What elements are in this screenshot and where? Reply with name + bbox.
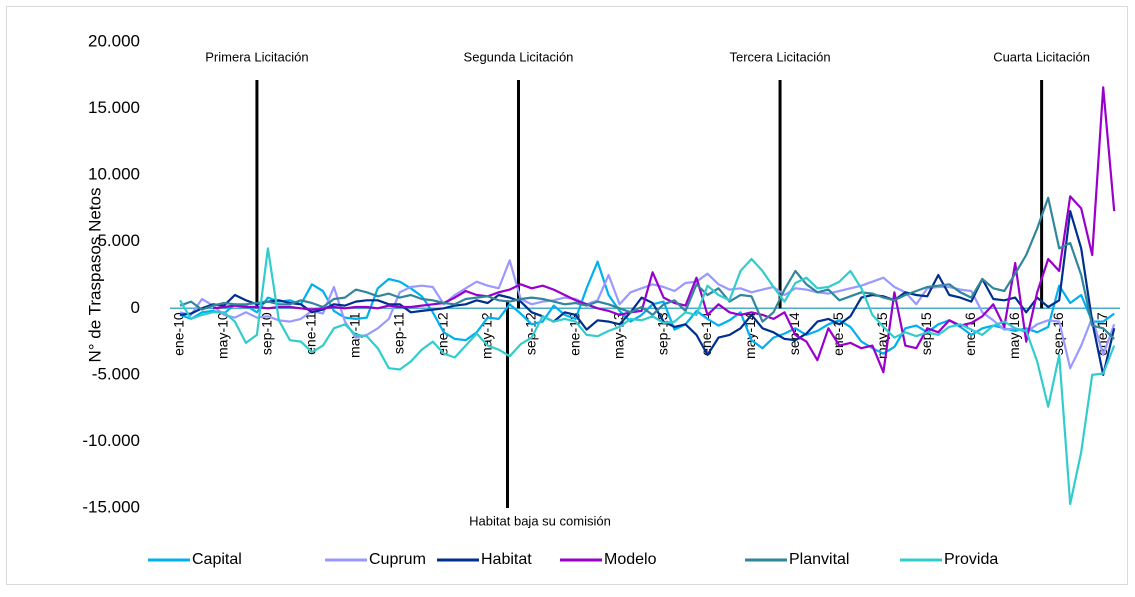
y-tick-label: 10.000: [88, 165, 140, 184]
x-tick-label: may-16: [1006, 312, 1022, 359]
event-label: Segunda Licitación: [464, 49, 574, 64]
series-line: [179, 247, 1116, 506]
x-tick-label: sep-11: [391, 312, 407, 354]
x-tick-label: ene-10: [171, 312, 187, 356]
x-tick-label: sep-16: [1050, 312, 1066, 355]
series-line: [179, 210, 1116, 376]
series-line: [179, 196, 1115, 340]
note-label: Habitat baja su comisión: [469, 513, 611, 528]
y-tick-label: -5.000: [92, 364, 140, 383]
event-label: Tercera Licitación: [729, 49, 830, 64]
legend-label: Capital: [192, 551, 242, 568]
y-tick-label: -15.000: [82, 497, 140, 516]
x-tick-label: may-10: [215, 312, 231, 359]
event-label: Primera Licitación: [205, 49, 308, 64]
y-axis-title: N° de Traspasos Netos: [85, 188, 104, 363]
y-tick-label: 20.000: [88, 31, 140, 50]
series-line: [212, 86, 1116, 374]
y-tick-label: 0: [131, 298, 140, 317]
legend-label: Cuprum: [369, 551, 426, 568]
legend-label: Modelo: [604, 551, 657, 568]
legend-label: Habitat: [481, 551, 532, 568]
y-tick-label: 5.000: [97, 231, 140, 250]
event-label: Cuarta Licitación: [993, 49, 1090, 64]
legend-label: Planvital: [789, 551, 849, 568]
series-line: [179, 259, 1116, 370]
y-tick-label: -10.000: [82, 431, 140, 450]
y-tick-label: 15.000: [88, 98, 140, 117]
legend-label: Provida: [944, 551, 998, 568]
x-tick-label: ene-13: [566, 312, 582, 356]
x-tick-label: ene-11: [303, 312, 319, 355]
x-tick-label: sep-10: [259, 312, 275, 355]
